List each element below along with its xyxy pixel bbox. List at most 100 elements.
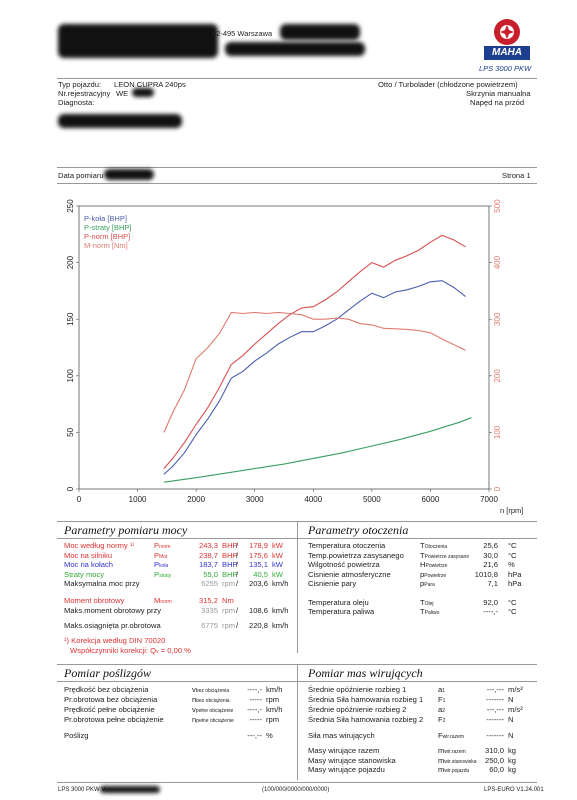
ambient-row-value: 7,1 [487, 579, 498, 588]
x-tick-label: 0 [77, 495, 82, 504]
inertia-row-symbol: a2 [438, 705, 445, 714]
y-left-tick-label: 50 [66, 427, 75, 436]
slip-row-unit: km/h [266, 685, 283, 694]
x-tick-label: 7000 [480, 495, 498, 504]
ambient-row-symbol-sym: p [420, 569, 425, 579]
mass-row-label: Masy wirujące stanowiska [308, 755, 396, 765]
power-row-unit2: km/h [272, 579, 289, 588]
power-row-value1: 183,7 [198, 560, 218, 569]
mass-row-label: Masy wirujące razem [308, 746, 380, 755]
power-title-divider [57, 538, 537, 539]
power-row-value2: 40,5 [253, 569, 268, 579]
inertia-force-value: ------- [486, 731, 504, 740]
oil-unit: °C [508, 598, 517, 607]
slip-row-symbol: npełne obciążenie [192, 715, 234, 724]
slip-label: Poślizg [64, 731, 89, 740]
slip-row-symbol: nbez obciążenia [192, 695, 230, 704]
redacted-date [104, 169, 154, 180]
slip-row-value: ----,- [247, 685, 262, 694]
inertia-row-unit: N [508, 715, 514, 724]
slip-row-label: Pr.obrotowa bez obciążenia [64, 695, 158, 704]
power-row-symbol-sym: P [154, 569, 160, 579]
inertia-force-symbol: Fwir.razem [438, 731, 465, 740]
power-row-unit1: BHP [222, 569, 238, 579]
page-label: Strona 1 [502, 171, 531, 180]
inertia-row-symbol-sym: F [438, 695, 443, 704]
ambient-row-value: 1010,8 [474, 569, 498, 579]
power-row-value2: 175,6 [248, 550, 268, 560]
correction-factor-row: Współczynniki korekcji: Qv = 0,00 % [70, 646, 191, 655]
ambient-row-symbol-sub: Otoczenia [424, 544, 448, 550]
ambient-row-label: Temp.powietrza zasysanego [308, 550, 404, 560]
power-row-symbol-sub: norm [159, 544, 171, 550]
torque-rpm-unit: rpm [222, 606, 236, 615]
ambient-row-symbol: pPowietrze [420, 570, 446, 579]
power-row-symbol-sym: P [154, 550, 160, 560]
power-row-symbol-sub: straty [159, 572, 172, 579]
mass-row-symbol-sub: wir.razem [444, 749, 466, 755]
power-row-value2: 203,6 [248, 579, 268, 588]
torque-speed: 108,6 [248, 606, 268, 615]
slip-row-value: ----- [249, 715, 262, 724]
y-right-tick-label: 0 [493, 486, 502, 491]
y-left-tick-label: 100 [66, 369, 75, 383]
y-left-tick-label: 150 [66, 312, 75, 326]
legend-p-straty: P-straty [BHP] [84, 223, 132, 232]
rpm-max: 6775 [201, 621, 218, 630]
slip-title-divider [57, 681, 537, 682]
slip-row-unit: rpm [266, 695, 280, 704]
power-row-symbol: Pstraty [154, 570, 171, 579]
address-text: 02-495 Warszawa [212, 29, 273, 38]
inertia-row-symbol-sub: 2 [442, 718, 446, 724]
power-row-symbol: PMot [154, 551, 167, 560]
header-divider [57, 78, 537, 79]
inertia-row-symbol-sym: F [438, 715, 443, 724]
fuel-value: ----,- [483, 607, 498, 616]
torque-unit: Nm [222, 596, 234, 605]
ambient-row-symbol-sym: p [420, 579, 425, 588]
ambient-row-unit: hPa [508, 569, 522, 579]
redacted-address [280, 24, 360, 40]
slip-row-symbol-sym: n [192, 715, 197, 724]
y-left-tick-label: 0 [66, 486, 75, 491]
slip-row-symbol: vpełne obciążenie [192, 705, 233, 714]
power-row-symbol-sub: koła [159, 563, 169, 569]
mass-row-symbol: mwir.razem [438, 746, 466, 755]
slip-row-label: Pr.obrotowa pełne obciążenie [64, 715, 164, 724]
power-row-value1: 243,3 [198, 541, 218, 550]
power-row-unit2: kW [272, 541, 283, 550]
slip-row-symbol-sym: v [192, 705, 196, 714]
footer-left: LPS 3000 PKW V [58, 787, 106, 793]
inertia-row-symbol-sym: a [438, 685, 443, 694]
torque-sub: norm [160, 599, 172, 605]
slip-row-value: ----,- [247, 705, 262, 714]
torque-speed-unit: km/h [272, 606, 289, 615]
power-row-unit1: BHP [222, 560, 238, 569]
date-label: Data pomiaru [58, 171, 104, 180]
power-ambient-vdivider [297, 521, 298, 653]
inertia-row-symbol: a1 [438, 685, 445, 694]
ambient-row-symbol-sym: H [420, 560, 426, 569]
redacted-reg-number [132, 88, 154, 97]
dyno-chart: 0 1000 2000 3000 4000 5000 6000 700005010015020… [66, 199, 502, 504]
x-tick-label: 5000 [363, 495, 381, 504]
power-row-label: Straty mocy [64, 569, 105, 579]
inertia-row-label: Średnia Siła hamowania rozbieg 1 [308, 695, 424, 704]
power-row-unit2: kW [272, 560, 283, 569]
ambient-row-unit: hPa [508, 579, 522, 588]
inertia-row-symbol: F2 [438, 715, 445, 724]
mass-row-label: Masy wirujące pojazdu [308, 765, 385, 774]
inertia-row-label: Średnia Siła hamowania rozbieg 2 [308, 715, 424, 724]
slip-unit: % [266, 731, 273, 740]
inertia-row-value: ------- [486, 715, 504, 724]
inertia-row-unit: m/s² [508, 705, 523, 714]
y-right-tick-label: 300 [493, 312, 502, 326]
slip-row-label: Prędkość bez obciążenia [64, 685, 149, 694]
power-row-value1: 238,7 [198, 550, 218, 560]
mass-row-unit: kg [508, 765, 517, 774]
torque-symbol: Mnorm [154, 596, 172, 605]
ambient-row-symbol-sub: Powietrze zasysane [424, 553, 470, 560]
ambient-row-symbol-sub: Para [424, 582, 435, 588]
inertia-row-symbol: F1 [438, 695, 445, 704]
ambient-row-label: Cisnienie pary [308, 579, 357, 588]
